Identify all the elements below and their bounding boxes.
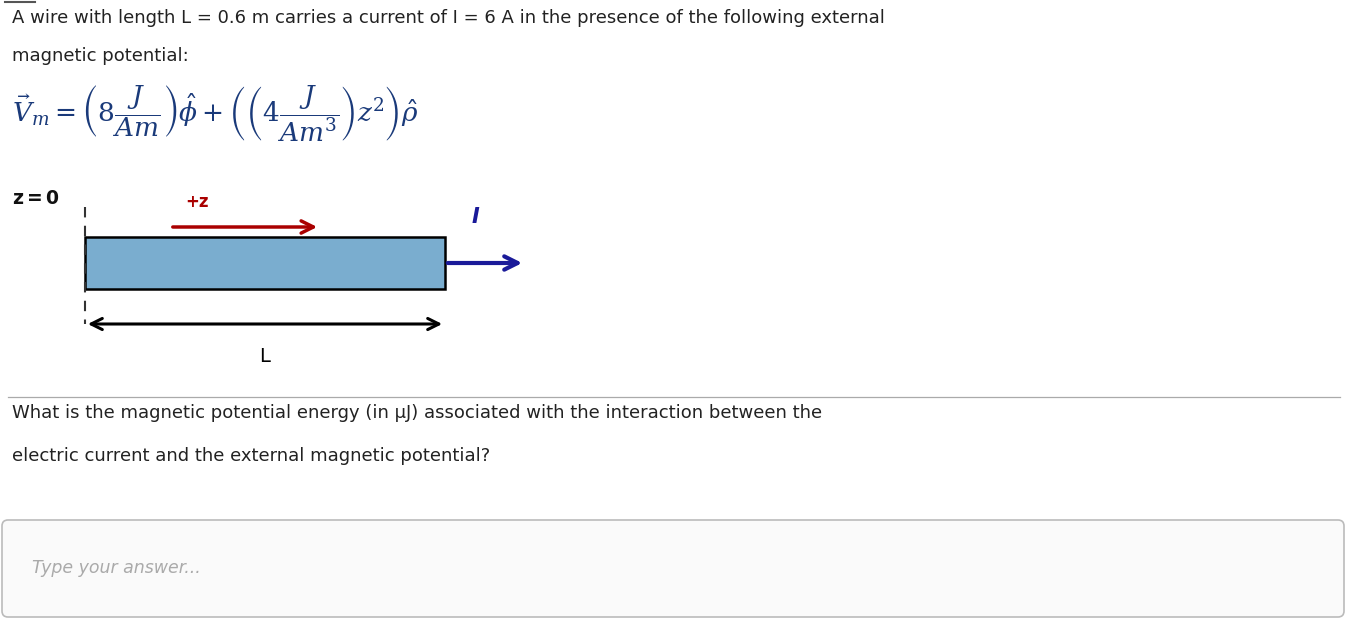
- Text: A wire with length L = 0.6 m carries a current of I = 6 A in the presence of the: A wire with length L = 0.6 m carries a c…: [12, 9, 884, 27]
- Text: I: I: [471, 207, 479, 227]
- Text: magnetic potential:: magnetic potential:: [12, 47, 189, 65]
- Text: electric current and the external magnetic potential?: electric current and the external magnet…: [12, 447, 490, 465]
- FancyBboxPatch shape: [1, 520, 1345, 617]
- Text: L: L: [259, 347, 270, 366]
- Text: $\mathbf{z = 0}$: $\mathbf{z = 0}$: [12, 189, 59, 208]
- Text: What is the magnetic potential energy (in μJ) associated with the interaction be: What is the magnetic potential energy (i…: [12, 404, 822, 422]
- Text: Type your answer...: Type your answer...: [32, 559, 201, 577]
- FancyBboxPatch shape: [85, 237, 446, 289]
- Text: +z: +z: [185, 193, 208, 211]
- Text: $\vec{V}_m = \left(8\dfrac{J}{Am}\right)\hat{\phi} + \left(\left(4\dfrac{J}{Am^3: $\vec{V}_m = \left(8\dfrac{J}{Am}\right)…: [12, 84, 418, 144]
